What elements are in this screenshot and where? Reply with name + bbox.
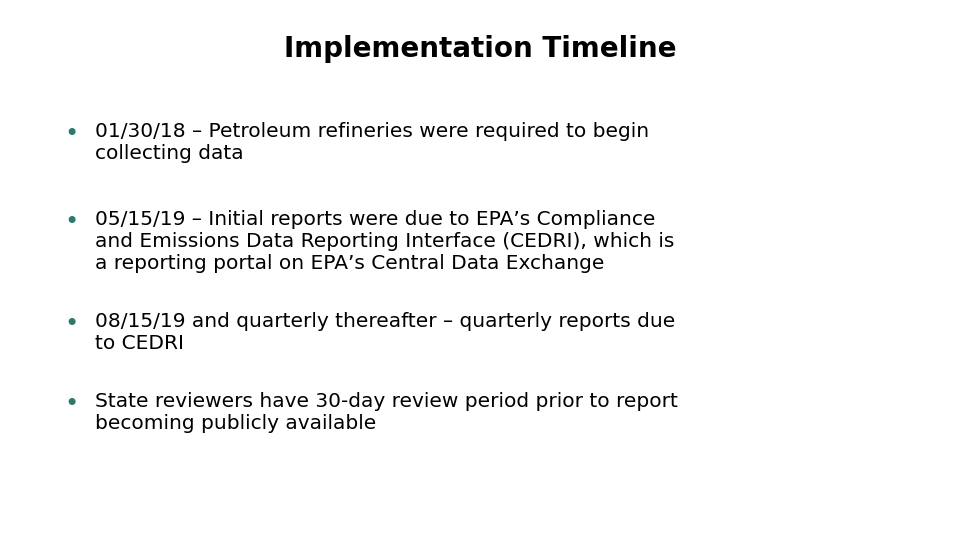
Text: 01/30/18 – Petroleum refineries were required to begin: 01/30/18 – Petroleum refineries were req… bbox=[95, 122, 649, 141]
Text: a reporting portal on EPA’s Central Data Exchange: a reporting portal on EPA’s Central Data… bbox=[95, 254, 605, 273]
Text: •: • bbox=[65, 210, 79, 234]
Text: collecting data: collecting data bbox=[95, 144, 244, 163]
Text: Implementation Timeline: Implementation Timeline bbox=[284, 35, 676, 63]
Text: to CEDRI: to CEDRI bbox=[95, 334, 184, 353]
Text: 05/15/19 – Initial reports were due to EPA’s Compliance: 05/15/19 – Initial reports were due to E… bbox=[95, 210, 656, 229]
Text: 08/15/19 and quarterly thereafter – quarterly reports due: 08/15/19 and quarterly thereafter – quar… bbox=[95, 312, 675, 331]
Text: State reviewers have 30-day review period prior to report: State reviewers have 30-day review perio… bbox=[95, 392, 678, 411]
Text: •: • bbox=[65, 392, 79, 416]
Text: •: • bbox=[65, 122, 79, 146]
Text: and Emissions Data Reporting Interface (CEDRI), which is: and Emissions Data Reporting Interface (… bbox=[95, 232, 674, 251]
Text: becoming publicly available: becoming publicly available bbox=[95, 414, 376, 433]
Text: •: • bbox=[65, 312, 79, 336]
